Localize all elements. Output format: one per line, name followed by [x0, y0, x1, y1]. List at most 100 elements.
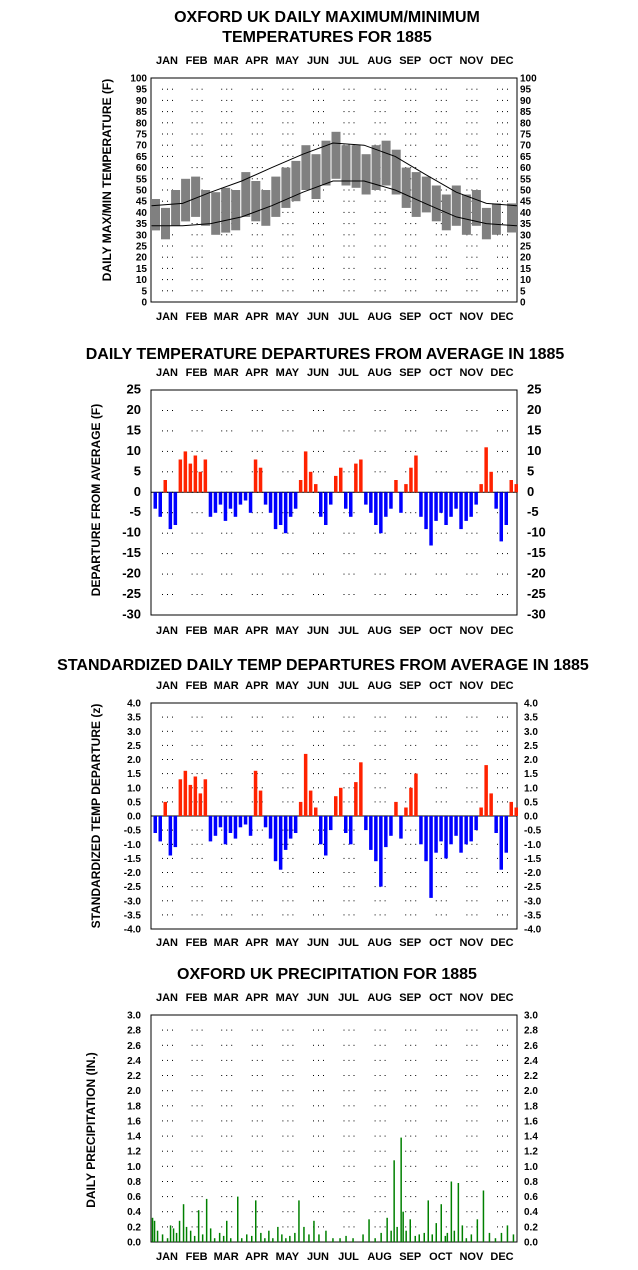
standardized-departure-grid-dot: [348, 872, 350, 873]
temperature-grid-dot: [287, 88, 289, 90]
standardized-departure-grid-dot: [323, 843, 324, 845]
departure-grid-dot: [323, 553, 324, 555]
temperature-grid-dot: [191, 99, 193, 101]
precipitation-month-label-top: MAY: [276, 992, 300, 1004]
departure-grid-dot: [466, 553, 468, 555]
temperature-grid-dot: [162, 99, 163, 101]
temperature-grid-dot: [476, 234, 478, 236]
precipitation-grid-dot: [292, 1181, 294, 1182]
departure-grid-dot: [282, 573, 284, 575]
precipitation-bar: [193, 1235, 196, 1242]
standardized-departure-grid-dot: [405, 829, 407, 831]
departure-grid-dot: [172, 553, 173, 555]
precipitation-grid-dot: [287, 1135, 289, 1137]
standardized-departure-grid-dot: [313, 872, 314, 873]
precipitation-grid-dot: [415, 1226, 417, 1228]
temperature-grid-dot: [466, 267, 468, 269]
temperature-grid-dot: [471, 178, 473, 180]
precipitation-grid-dot: [343, 1120, 345, 1122]
standardized-departure-grid-dot: [410, 843, 412, 845]
standardized-departure-grid-dot: [507, 744, 508, 746]
precipitation-grid-dot: [221, 1181, 223, 1182]
standardized-departure-grid-dot: [172, 857, 173, 859]
departure-negative-bar: [208, 492, 213, 517]
temperature-grid-dot: [379, 133, 381, 135]
standardized-departure-grid-dot: [226, 744, 228, 746]
precipitation-grid-dot: [466, 1150, 468, 1152]
departure-grid-dot: [502, 430, 503, 432]
precipitation-grid-dot: [471, 1120, 473, 1122]
temperature-month-label-top: APR: [245, 55, 268, 67]
temperature-grid-dot: [196, 167, 198, 169]
precipitation-grid-dot: [348, 1211, 350, 1213]
standardized-departure-grid-dot: [282, 787, 284, 789]
standardized-departure-grid-dot: [256, 716, 258, 718]
temperature-grid-dot: [466, 256, 468, 258]
standardized-departure-grid-dot: [287, 801, 289, 803]
standardized-departure-grid-dot: [201, 872, 203, 873]
precipitation-grid-dot: [323, 1181, 324, 1182]
standardized-departure-grid-dot: [374, 759, 376, 760]
temperature-grid-dot: [374, 88, 376, 90]
temperature-grid-dot: [162, 290, 163, 292]
temperature-grid-dot: [318, 111, 319, 113]
standardized-departure-grid-dot: [476, 773, 478, 775]
standardized-departure-grid-dot: [313, 759, 314, 760]
standardized-departure-grid-dot: [471, 730, 473, 732]
standardized-departure-grid-dot: [287, 843, 289, 845]
departure-grid-dot: [287, 512, 289, 514]
standardized-departure-grid-dot: [466, 857, 468, 859]
precipitation-grid-dot: [201, 1165, 203, 1167]
temperature-grid-dot: [502, 88, 503, 90]
departure-negative-bar: [444, 492, 448, 525]
precipitation-grid-dot: [196, 1059, 198, 1061]
temperature-grid-dot: [343, 200, 345, 202]
precipitation-grid-dot: [231, 1226, 233, 1228]
temperature-grid-dot: [374, 256, 376, 258]
precipitation-bar: [457, 1183, 460, 1242]
temperature-grid-dot: [313, 211, 314, 213]
standardized-departure-month-label-bottom: SEP: [399, 937, 421, 949]
departure-grid-dot: [251, 532, 253, 534]
temperature-month-label-top: NOV: [459, 55, 484, 67]
precipitation-grid-dot: [471, 1059, 473, 1061]
standardized-departure-grid-dot: [231, 872, 233, 873]
standardized-departure-grid-dot: [318, 773, 319, 775]
departure-grid-dot: [415, 450, 417, 452]
temperature-grid-dot: [201, 99, 203, 101]
departure-grid-dot: [162, 410, 163, 411]
standardized-departure-grid-dot: [201, 914, 203, 916]
temperature-grid-dot: [251, 122, 253, 124]
temperature-y-tick-label-right: 50: [520, 186, 532, 197]
temperature-grid-dot: [445, 256, 447, 258]
standardized-departure-y-tick-label-left: 4.0: [127, 699, 141, 710]
standardized-departure-negative-bar: [288, 816, 293, 839]
temperature-grid-dot: [440, 290, 442, 292]
departure-grid-dot: [502, 410, 503, 411]
temperature-grid-dot: [343, 122, 345, 124]
departure-negative-bar: [434, 492, 438, 521]
precipitation-grid-dot: [507, 1044, 508, 1046]
standardized-departure-grid-dot: [172, 886, 173, 888]
departure-grid-dot: [251, 450, 253, 452]
precipitation-grid-dot: [201, 1226, 203, 1228]
precipitation-bar: [313, 1220, 315, 1242]
standardized-departure-y-tick-label-left: 0.0: [127, 812, 141, 823]
departure-grid-dot: [292, 573, 294, 575]
departure-grid-dot: [256, 430, 258, 432]
precipitation-bar: [506, 1225, 509, 1242]
precipitation-grid-dot: [379, 1059, 381, 1061]
temperature-range-bar: [371, 145, 381, 190]
precipitation-grid-dot: [405, 1226, 407, 1228]
temperature-grid-dot: [440, 223, 442, 225]
temperature-grid-dot: [476, 256, 478, 258]
precipitation-grid-dot: [172, 1135, 173, 1137]
standardized-departure-grid-dot: [405, 716, 407, 718]
standardized-departure-grid-dot: [231, 716, 233, 718]
departure-grid-dot: [256, 532, 258, 534]
standardized-departure-month-label-top: JUL: [338, 680, 359, 692]
standardized-departure-positive-bar: [188, 784, 193, 816]
precipitation-y-tick-label-left: 2.8: [127, 1026, 141, 1037]
standardized-departure-grid-dot: [287, 759, 289, 760]
precipitation-grid-dot: [384, 1226, 386, 1228]
